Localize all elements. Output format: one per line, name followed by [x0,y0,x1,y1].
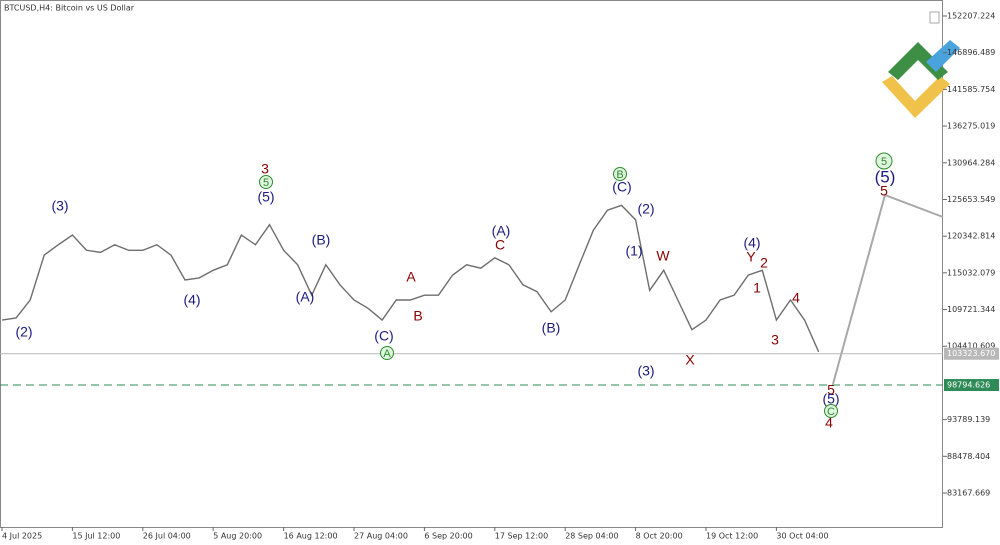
projection-line [832,193,944,385]
wave-circle [259,175,273,189]
x-tick-label: 8 Oct 20:00 [636,532,683,541]
y-tick-label: 152207.224 [947,11,995,20]
y-tick-label: 136275.019 [947,122,995,131]
x-tick-label: 4 Jul 2025 [2,532,42,541]
wave-label: (5) [257,189,274,205]
wave-label: (B) [542,320,561,336]
y-tick-label: 115032.079 [947,268,995,277]
wave-label: 2 [760,255,768,271]
wave-label: (A) [492,223,511,239]
wave-label: (4) [183,292,200,308]
x-tick-label: 28 Sep 04:00 [565,532,618,541]
wave-label: (A) [296,289,315,305]
wave-label: 5 [881,156,887,168]
wave-label: X [685,352,695,368]
y-tick-label: 130964.284 [947,158,995,167]
y-tick-label: 93789.139 [947,415,990,424]
wave-label: (5) [875,167,896,186]
x-tick-label: 15 Jul 12:00 [72,532,120,541]
wave-label: 1 [753,280,761,296]
wave-label: (C) [374,328,393,344]
y-tick-label: 88478.404 [947,452,990,461]
price-tag-label: 103323.670 [947,349,995,358]
wave-circle [824,404,838,418]
wave-label: 4 [792,290,800,306]
wave-label: (4) [743,235,760,251]
wave-label: B [413,308,422,324]
y-tick-label: 146896.489 [947,48,995,57]
wave-label: 5 [827,382,835,398]
wave-label: (2) [637,201,654,217]
wave-label: (3) [637,363,654,379]
x-tick-label: 19 Oct 12:00 [706,532,758,541]
wave-label: (2) [15,324,32,340]
y-tick-label: 83167.669 [947,488,990,497]
price-line [1,204,820,353]
wave-label: Y [746,249,756,265]
wave-label: A [406,269,416,285]
y-tick-label: 125653.549 [947,195,995,204]
logo [882,40,960,118]
wave-label: 3 [261,161,269,177]
chart-title: BTCUSD,H4: Bitcoin vs US Dollar [4,4,135,13]
wave-label: C [495,237,505,253]
wave-label: 5 [263,177,269,189]
wave-label: C [827,406,835,418]
y-tick-label: 104410.609 [947,342,995,351]
wave-label: B [616,169,623,181]
wave-label: A [383,348,391,360]
wave-label: (B) [312,232,331,248]
toolbar-icon[interactable] [929,11,940,24]
plot-frame [0,0,943,528]
y-tick-label: 141585.754 [947,85,995,94]
wave-label: (3) [51,198,68,214]
x-tick-label: 27 Aug 04:00 [354,532,408,541]
x-tick-label: 6 Sep 20:00 [424,532,472,541]
wave-label: 3 [771,332,779,348]
price-tag [944,379,999,392]
x-tick-label: 17 Sep 12:00 [495,532,548,541]
wave-label: 5 [880,183,888,199]
wave-label: (1) [625,243,642,259]
price-tag [944,347,999,360]
wave-label: 4 [825,415,833,431]
y-tick-label: 120342.814 [947,232,995,241]
wave-circle [875,152,893,170]
x-tick-label: 16 Aug 12:00 [284,532,338,541]
wave-label: (5) [822,391,839,407]
price-tag-label: 98794.626 [947,381,990,390]
x-tick-label: 5 Aug 20:00 [213,532,262,541]
wave-label: (C) [612,179,631,195]
y-tick-label: 109721.344 [947,305,995,314]
wave-circle [380,346,394,360]
wave-label: W [656,248,670,264]
wave-circle [613,167,627,181]
x-tick-label: 26 Jul 04:00 [143,532,191,541]
x-tick-label: 30 Oct 04:00 [776,532,828,541]
